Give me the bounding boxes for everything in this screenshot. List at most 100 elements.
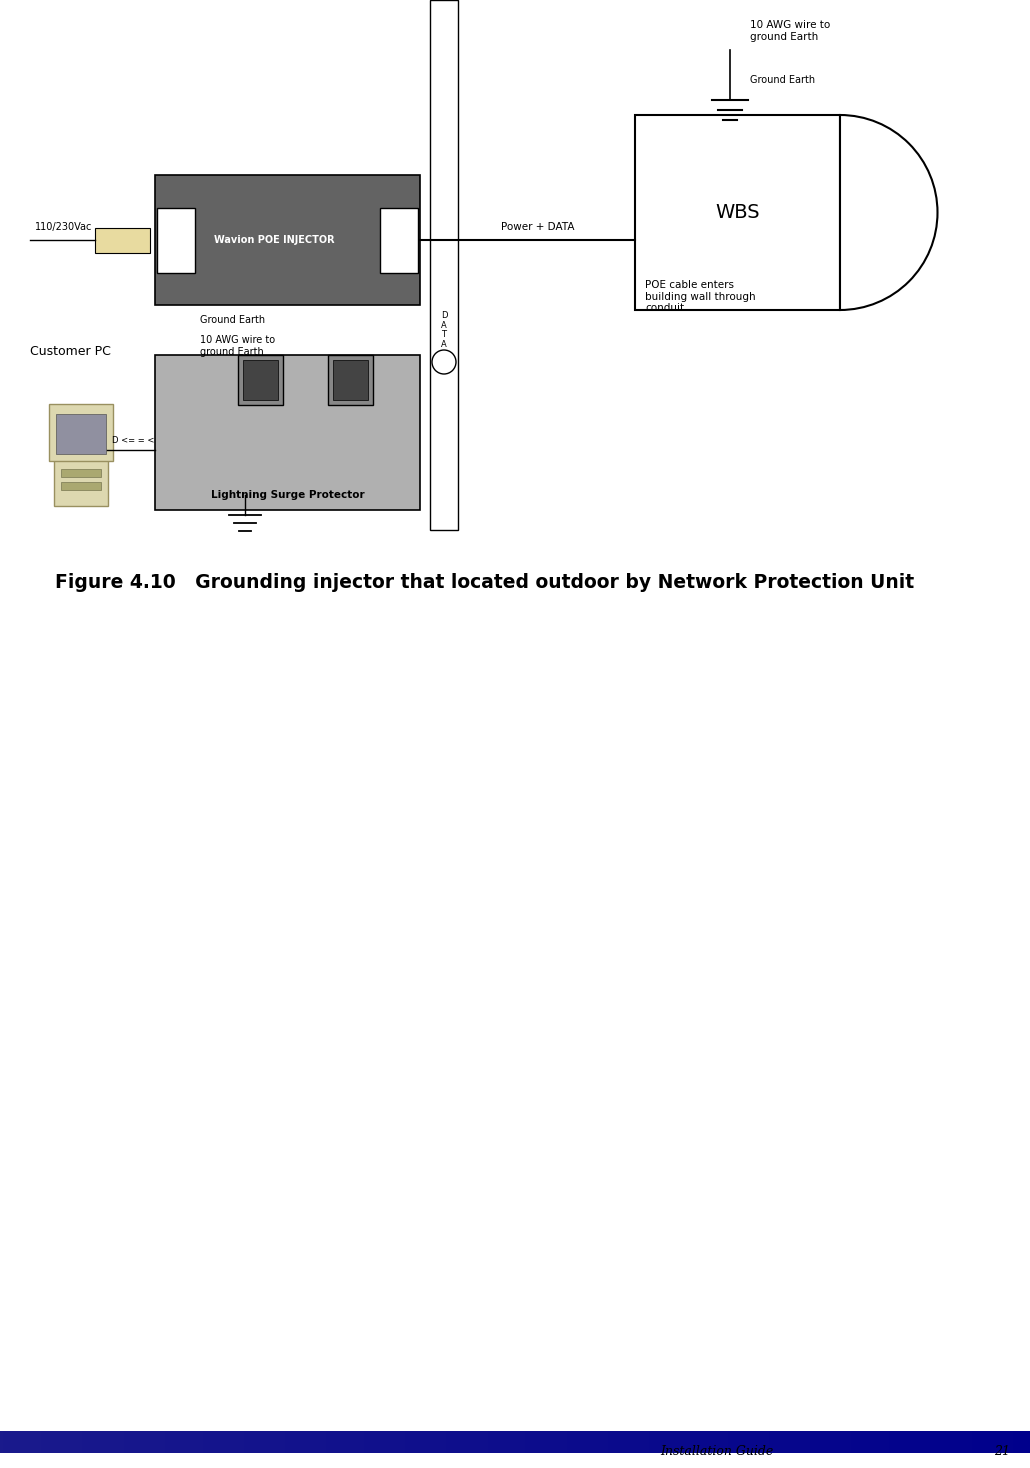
Text: Lightning Surge Protector: Lightning Surge Protector [211, 490, 365, 501]
Bar [683, 1431, 687, 1453]
Bar [724, 1431, 728, 1453]
Bar [131, 1431, 134, 1453]
Bar [291, 1431, 296, 1453]
Bar [659, 1431, 662, 1453]
Bar [749, 1431, 752, 1453]
Bar [700, 1431, 703, 1453]
Bar [474, 1431, 477, 1453]
Bar [865, 1431, 868, 1453]
Bar [961, 1431, 965, 1453]
Bar [566, 1431, 570, 1453]
Bar [333, 360, 368, 399]
Bar [134, 1431, 137, 1453]
Bar [955, 1431, 958, 1453]
Bar [1009, 1431, 1012, 1453]
Bar [1017, 1431, 1020, 1453]
Bar [106, 1431, 110, 1453]
FancyBboxPatch shape [54, 414, 108, 506]
Bar [927, 1431, 930, 1453]
Text: POE cable enters
building wall through
conduit: POE cable enters building wall through c… [645, 280, 756, 313]
Bar [528, 1431, 533, 1453]
Bar [477, 1431, 481, 1453]
Bar [137, 1431, 141, 1453]
Bar [584, 1431, 587, 1453]
Bar [965, 1431, 968, 1453]
Bar [436, 1431, 440, 1453]
Bar [786, 1431, 790, 1453]
Bar [422, 1431, 425, 1453]
Bar [642, 1431, 646, 1453]
Bar [512, 1431, 515, 1453]
Bar [594, 1431, 597, 1453]
Bar [505, 1431, 508, 1453]
Bar [127, 1431, 131, 1453]
Bar [986, 1431, 989, 1453]
Bar [522, 1431, 525, 1453]
Bar [515, 1431, 518, 1453]
Bar [831, 1431, 834, 1453]
Bar [368, 1431, 371, 1453]
Bar [275, 1431, 278, 1453]
Bar [185, 1431, 188, 1453]
Bar [999, 1431, 1002, 1453]
Bar [484, 1431, 487, 1453]
Bar [278, 1431, 281, 1453]
Bar [62, 1431, 65, 1453]
Bar [536, 1431, 539, 1453]
Text: Figure 4.10   Grounding injector that located outdoor by Network Protection Unit: Figure 4.10 Grounding injector that loca… [55, 573, 915, 592]
Bar [680, 1431, 683, 1453]
Bar [783, 1431, 786, 1453]
Bar [425, 1431, 430, 1453]
Bar [371, 1431, 374, 1453]
Bar [147, 1431, 151, 1453]
Bar [811, 1431, 814, 1453]
Bar [803, 1431, 806, 1453]
Bar [203, 1431, 206, 1453]
Bar [247, 1431, 250, 1453]
Bar [144, 1431, 147, 1453]
Bar [666, 1431, 670, 1453]
Bar [948, 1431, 951, 1453]
Bar [852, 1431, 855, 1453]
Bar [636, 1431, 639, 1453]
Bar [677, 1431, 680, 1453]
Bar [631, 1431, 636, 1453]
Bar [996, 1431, 999, 1453]
Bar [858, 1431, 862, 1453]
Bar [893, 1431, 896, 1453]
Bar [855, 1431, 858, 1453]
Bar [497, 1431, 502, 1453]
Bar [28, 1431, 31, 1453]
Bar [909, 1431, 914, 1453]
Text: 110/230Vac: 110/230Vac [35, 222, 93, 232]
Text: Ground Earth: Ground Earth [200, 316, 265, 324]
Bar [103, 1431, 106, 1453]
Bar [940, 1431, 945, 1453]
Bar [752, 1431, 755, 1453]
Bar [543, 1431, 546, 1453]
Bar [656, 1431, 659, 1453]
Bar [574, 1431, 577, 1453]
Bar [539, 1431, 543, 1453]
Bar [1023, 1431, 1027, 1453]
Bar [837, 1431, 842, 1453]
Bar [652, 1431, 656, 1453]
Bar [721, 1431, 724, 1453]
Bar [65, 1431, 69, 1453]
Bar [196, 1431, 199, 1453]
Bar [711, 1431, 714, 1453]
Bar [242, 360, 277, 399]
Bar [353, 1431, 357, 1453]
Bar [380, 207, 418, 273]
Bar [199, 1431, 203, 1453]
Bar [842, 1431, 845, 1453]
Bar [834, 1431, 837, 1453]
Bar [3, 1431, 7, 1453]
Text: Wavion POE INJECTOR: Wavion POE INJECTOR [214, 235, 335, 245]
Bar [330, 1431, 333, 1453]
Bar [917, 1431, 920, 1453]
Bar [814, 1431, 817, 1453]
Bar [806, 1431, 811, 1453]
Bar [848, 1431, 852, 1453]
Bar [79, 1431, 82, 1453]
